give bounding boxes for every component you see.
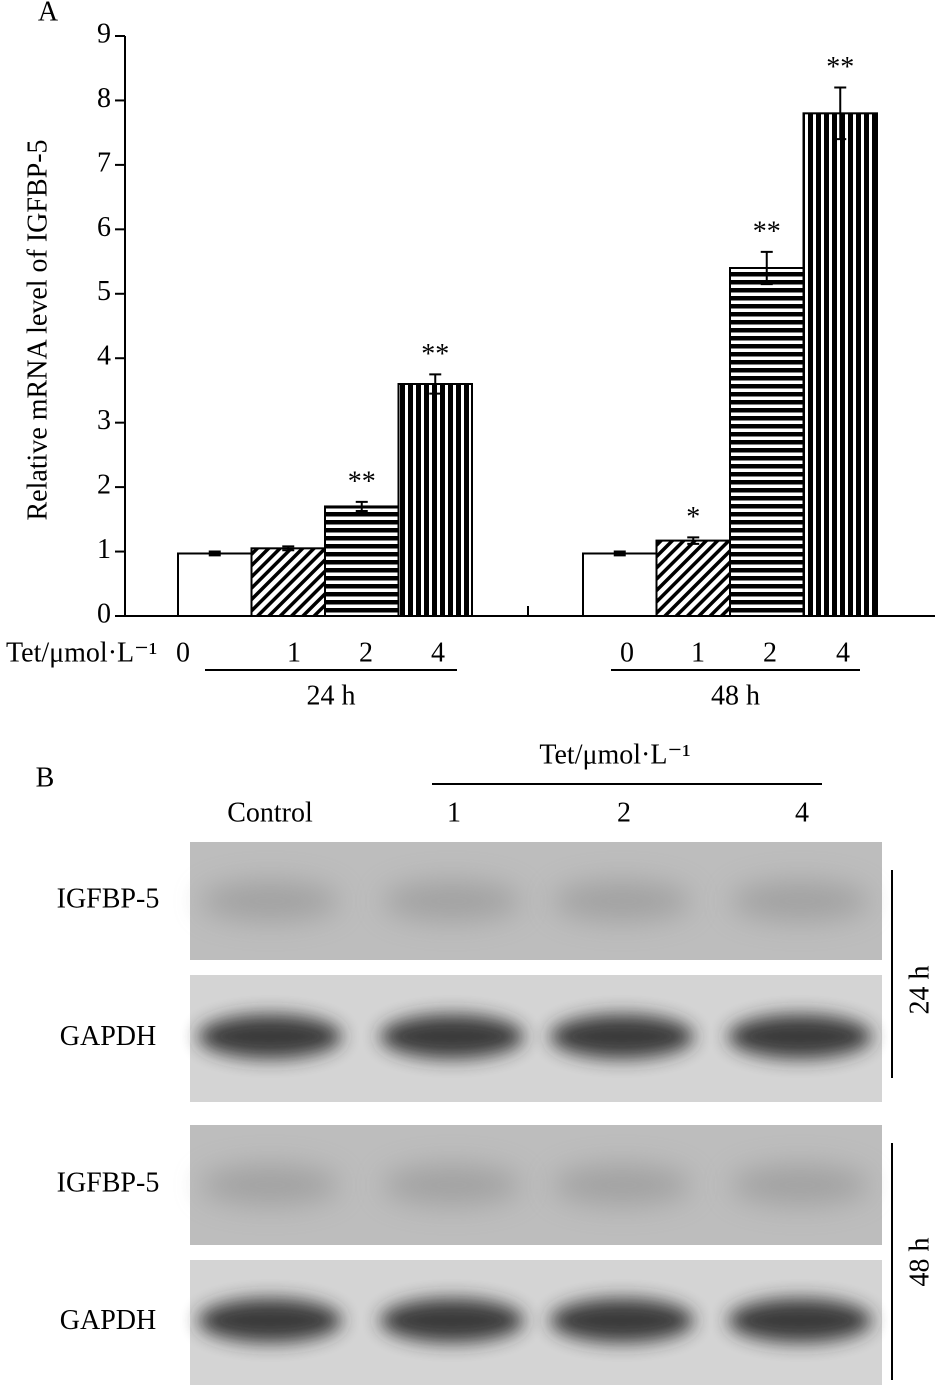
x-tick-label: 4 — [836, 637, 850, 668]
significance-label: ** — [753, 216, 781, 247]
y-tick-label: 6 — [97, 212, 111, 243]
x-tick-label: 0 — [176, 637, 190, 668]
x-tick-label: 0 — [620, 637, 634, 668]
bar — [324, 505, 400, 618]
significance-label: ** — [348, 466, 376, 497]
blot-band — [198, 1014, 342, 1059]
row-label: IGFBP-5 — [57, 883, 160, 914]
y-axis-label: Relative mRNA level of IGFBP-5 — [22, 139, 53, 520]
blot-band — [550, 1298, 694, 1343]
blot-band — [550, 1014, 694, 1059]
y-tick-label: 8 — [97, 83, 111, 114]
significance-label: ** — [826, 52, 854, 83]
blot-band — [200, 881, 340, 921]
treatment-label: Tet/μmol·L⁻¹ — [539, 739, 690, 770]
blot-band — [198, 1298, 342, 1343]
x-tick-label: 2 — [359, 637, 373, 668]
bar — [582, 552, 658, 618]
bar — [250, 547, 326, 617]
x-axis-label: Tet/μmol·L⁻¹ — [6, 637, 157, 668]
x-tick-label: 1 — [691, 637, 705, 668]
lane-label: Control — [227, 797, 313, 828]
blot-band — [552, 881, 692, 921]
error-bar — [282, 545, 295, 552]
group-label: 24 h — [307, 680, 356, 711]
error-bar — [834, 86, 847, 141]
blot-band — [380, 1014, 524, 1059]
blot-band — [730, 1165, 870, 1205]
y-tick-label: 0 — [97, 598, 111, 629]
error-bar — [355, 500, 368, 512]
blot-band — [380, 1298, 524, 1343]
y-tick-label: 7 — [97, 147, 111, 178]
bar — [729, 267, 805, 617]
blot-band — [382, 1165, 522, 1205]
blot — [190, 842, 882, 1385]
time-label: 24 h — [904, 966, 935, 1015]
error-bar — [687, 536, 700, 545]
y-tick-label: 4 — [97, 341, 111, 372]
error-bar — [760, 250, 773, 286]
x-tick-label: 1 — [287, 637, 301, 668]
error-bar — [429, 373, 442, 395]
blot-band — [200, 1165, 340, 1205]
blot-band — [728, 1014, 872, 1059]
significance-label: ** — [421, 339, 449, 370]
row-label: IGFBP-5 — [57, 1167, 160, 1198]
panel-label: A — [38, 0, 59, 27]
bar — [397, 383, 473, 617]
row-label: GAPDH — [60, 1305, 156, 1336]
blot-band — [552, 1165, 692, 1205]
error-bar — [208, 550, 221, 557]
time-label: 48 h — [904, 1238, 935, 1287]
y-tick-label: 1 — [97, 534, 111, 565]
y-tick-label: 2 — [97, 470, 111, 501]
significance-label: * — [686, 502, 700, 533]
x-tick-label: 2 — [763, 637, 777, 668]
blot-band — [728, 1298, 872, 1343]
blot-band — [730, 881, 870, 921]
panel-label: B — [36, 762, 55, 793]
y-tick-label: 5 — [97, 276, 111, 307]
error-bar — [613, 550, 626, 557]
x-tick-label: 4 — [431, 637, 445, 668]
group-label: 48 h — [711, 680, 760, 711]
y-tick-label: 9 — [97, 18, 111, 49]
bar — [177, 552, 253, 618]
lane-label: 2 — [617, 797, 631, 828]
blot-band — [382, 881, 522, 921]
lane-label: 1 — [447, 797, 461, 828]
lane-label: 4 — [795, 797, 809, 828]
bar — [802, 112, 878, 617]
y-tick-label: 3 — [97, 405, 111, 436]
bar — [655, 539, 731, 617]
row-label: GAPDH — [60, 1021, 156, 1052]
